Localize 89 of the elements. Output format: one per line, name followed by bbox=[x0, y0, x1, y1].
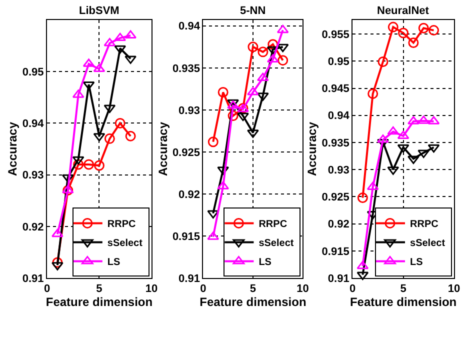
y-tick-label: 0.945 bbox=[322, 83, 350, 96]
point bbox=[368, 88, 378, 99]
point bbox=[258, 46, 268, 58]
x-tick-label: 5 bbox=[250, 283, 256, 296]
point bbox=[398, 28, 409, 38]
legend-label: LS bbox=[107, 257, 121, 268]
legend-label: sSelect bbox=[258, 238, 294, 250]
y-tick-label: 0.94 bbox=[22, 118, 45, 130]
point bbox=[357, 192, 368, 204]
y-tick-label: 0.95 bbox=[22, 66, 44, 78]
point bbox=[266, 46, 279, 55]
y-tick-label: 0.91 bbox=[178, 272, 200, 285]
point bbox=[73, 159, 84, 170]
x-axis-title: Feature dimension bbox=[46, 295, 153, 310]
x-tick-label: 10 bbox=[296, 283, 309, 296]
x-tick-label: 10 bbox=[448, 283, 460, 296]
point bbox=[104, 38, 116, 46]
point bbox=[276, 24, 289, 34]
y-tick-label: 0.92 bbox=[22, 221, 44, 234]
point bbox=[228, 110, 238, 122]
point bbox=[407, 156, 420, 164]
point bbox=[208, 136, 218, 148]
point bbox=[104, 133, 115, 144]
point bbox=[247, 87, 259, 96]
point bbox=[114, 32, 126, 42]
y-tick-label: 0.94 bbox=[328, 110, 350, 122]
y-tick-label: 0.955 bbox=[322, 28, 350, 41]
y-axis-title: Accuracy bbox=[6, 122, 20, 176]
point bbox=[84, 159, 94, 170]
y-tick-label: 0.925 bbox=[172, 146, 200, 159]
point bbox=[218, 87, 228, 98]
point bbox=[247, 130, 259, 138]
point bbox=[387, 126, 400, 135]
y-tick-label: 0.935 bbox=[172, 62, 200, 75]
y-tick-label: 0.93 bbox=[178, 104, 200, 117]
y-axis-title: Accuracy bbox=[156, 122, 170, 176]
point bbox=[94, 160, 104, 171]
point bbox=[408, 38, 419, 48]
point bbox=[397, 144, 410, 153]
point bbox=[388, 22, 398, 32]
point bbox=[62, 174, 74, 183]
x-tick-label: 0 bbox=[349, 283, 356, 296]
legend-label: RRPC bbox=[107, 219, 136, 230]
point bbox=[418, 150, 430, 158]
y-axis-title: Accuracy bbox=[305, 122, 320, 176]
point bbox=[278, 55, 288, 66]
legend-label: sSelect bbox=[410, 238, 446, 250]
y-tick-label: 0.95 bbox=[328, 56, 350, 68]
y-tick-label: 0.92 bbox=[328, 218, 350, 231]
point bbox=[72, 156, 84, 165]
x-axis-title: Feature dimension bbox=[350, 295, 457, 310]
point bbox=[93, 64, 106, 72]
point bbox=[418, 22, 429, 34]
point bbox=[428, 144, 440, 153]
legend-label: RRPC bbox=[410, 219, 438, 230]
legend-label: LS bbox=[410, 257, 424, 268]
legend-label: LS bbox=[258, 257, 272, 268]
point bbox=[377, 134, 389, 143]
point bbox=[62, 185, 74, 196]
x-tick-label: 5 bbox=[400, 283, 406, 296]
y-tick-label: 0.92 bbox=[178, 188, 200, 201]
point bbox=[237, 112, 249, 122]
x-axis-title: Feature dimension bbox=[200, 295, 306, 310]
point bbox=[125, 130, 136, 142]
y-tick-label: 0.91 bbox=[22, 272, 44, 285]
x-tick-label: 0 bbox=[44, 283, 50, 296]
point bbox=[378, 56, 388, 67]
point bbox=[276, 44, 289, 52]
y-tick-label: 0.94 bbox=[178, 20, 201, 33]
x-tick-label: 10 bbox=[145, 283, 158, 296]
legend-label: sSelect bbox=[107, 238, 144, 250]
point bbox=[114, 118, 126, 128]
y-tick-label: 0.935 bbox=[322, 137, 350, 150]
x-tick-label: 5 bbox=[96, 283, 102, 296]
y-tick-label: 0.915 bbox=[172, 230, 200, 243]
point bbox=[428, 25, 439, 36]
x-tick-label: 0 bbox=[200, 283, 206, 296]
point bbox=[268, 39, 278, 50]
chart-title: LibSVM bbox=[79, 5, 120, 17]
legend-label: RRPC bbox=[258, 219, 288, 230]
y-tick-label: 0.93 bbox=[22, 170, 44, 182]
chart-title: 5-NN bbox=[240, 5, 266, 17]
point bbox=[248, 42, 258, 52]
y-tick-label: 0.925 bbox=[322, 192, 350, 204]
y-tick-label: 0.91 bbox=[328, 272, 350, 285]
chart-title: NeuralNet bbox=[377, 5, 430, 17]
point bbox=[52, 257, 63, 268]
y-tick-label: 0.915 bbox=[322, 246, 350, 258]
y-tick-label: 0.93 bbox=[328, 164, 350, 176]
